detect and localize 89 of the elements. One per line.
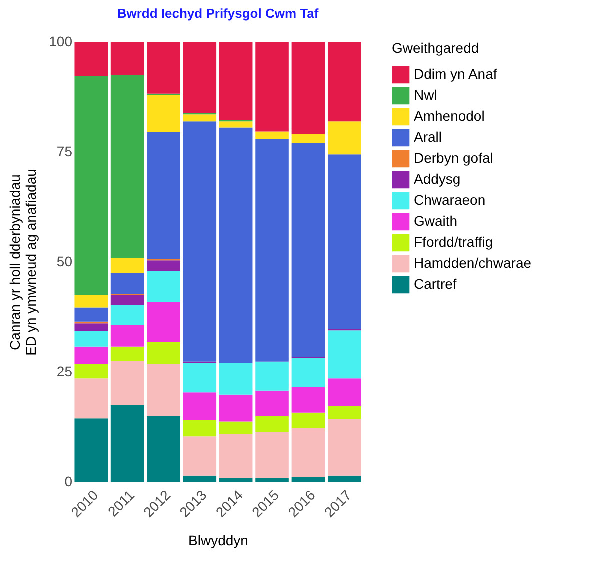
bar bbox=[256, 132, 289, 140]
bar bbox=[147, 95, 180, 132]
bar bbox=[147, 132, 180, 260]
y-tick-label: 0 bbox=[64, 474, 73, 490]
bar bbox=[147, 416, 180, 482]
legend-label: Chwaraeon bbox=[414, 192, 486, 208]
bar bbox=[183, 420, 217, 437]
bar bbox=[110, 42, 144, 76]
bar bbox=[292, 412, 326, 428]
legend-label: Addysg bbox=[414, 171, 461, 187]
bar bbox=[183, 363, 217, 393]
legend-label: Derbyn gofal bbox=[414, 150, 494, 166]
bar bbox=[256, 42, 289, 132]
legend-label: Arall bbox=[414, 129, 442, 145]
bar bbox=[292, 477, 326, 482]
bar bbox=[256, 478, 289, 482]
bar bbox=[219, 434, 253, 478]
bar bbox=[183, 436, 217, 476]
y-axis-title: Canran yr holl dderbyniadau ED yn ymwneud ag anafiadau bbox=[7, 169, 40, 356]
legend-title: Gweithgaredd bbox=[392, 40, 480, 56]
legend-label: Gwaith bbox=[414, 213, 458, 229]
bar bbox=[74, 332, 108, 347]
legend-label: Cartref bbox=[414, 276, 457, 292]
bar bbox=[328, 476, 362, 482]
bar bbox=[219, 122, 253, 128]
bar bbox=[110, 361, 144, 406]
bar bbox=[183, 122, 217, 362]
legend-label: Hamdden/chwarae bbox=[414, 255, 532, 271]
legend-label: Ffordd/traffig bbox=[414, 234, 494, 250]
bar bbox=[74, 378, 108, 419]
bar bbox=[110, 273, 144, 294]
bar bbox=[147, 302, 180, 342]
bar bbox=[219, 128, 253, 364]
bar bbox=[219, 422, 253, 434]
bar bbox=[328, 42, 362, 122]
bar bbox=[110, 295, 144, 306]
legend-label: Nwl bbox=[414, 87, 438, 103]
chart-title: Bwrdd Iechyd Prifysgol Cwm Taf bbox=[117, 6, 320, 21]
y-tick-label: 75 bbox=[56, 144, 73, 160]
legend-label: Amhenodol bbox=[414, 108, 485, 124]
bar bbox=[110, 258, 144, 274]
y-tick-label: 25 bbox=[56, 364, 73, 380]
bar bbox=[147, 364, 180, 416]
bar bbox=[256, 416, 289, 432]
bar bbox=[110, 75, 144, 258]
bar bbox=[74, 418, 108, 482]
bar bbox=[328, 122, 362, 155]
bar bbox=[183, 476, 217, 482]
bar bbox=[328, 154, 362, 330]
y-tick-label: 50 bbox=[56, 254, 73, 270]
bar bbox=[74, 346, 108, 365]
bar bbox=[292, 428, 326, 478]
bar bbox=[147, 42, 180, 94]
bar bbox=[256, 362, 289, 391]
bar bbox=[328, 419, 362, 476]
bar bbox=[219, 42, 253, 120]
bar bbox=[256, 390, 289, 416]
bar bbox=[110, 325, 144, 347]
bar bbox=[219, 363, 253, 395]
bar bbox=[183, 392, 217, 420]
bar bbox=[219, 478, 253, 482]
bar bbox=[183, 42, 217, 114]
bar bbox=[219, 394, 253, 422]
bar bbox=[292, 143, 326, 358]
bar bbox=[292, 134, 326, 144]
bar bbox=[256, 139, 289, 362]
bar bbox=[256, 432, 289, 478]
bar bbox=[292, 387, 326, 413]
bar bbox=[74, 324, 108, 332]
bar bbox=[74, 76, 108, 296]
bar bbox=[328, 330, 362, 379]
bar bbox=[74, 364, 108, 379]
x-axis-title: Blwyddyn bbox=[188, 532, 248, 548]
bar bbox=[292, 358, 326, 388]
bar bbox=[183, 114, 217, 122]
bar bbox=[147, 260, 180, 272]
bar bbox=[110, 405, 144, 482]
bar bbox=[74, 42, 108, 76]
bar bbox=[110, 346, 144, 361]
bar bbox=[147, 342, 180, 365]
bar bbox=[292, 42, 326, 134]
bar bbox=[74, 295, 108, 308]
bar bbox=[328, 378, 362, 406]
legend-label: Ddim yn Anaf bbox=[414, 66, 498, 82]
y-tick-label: 100 bbox=[49, 34, 73, 50]
bar bbox=[328, 406, 362, 420]
bar bbox=[147, 271, 180, 302]
bar bbox=[110, 305, 144, 326]
bar bbox=[74, 308, 108, 322]
